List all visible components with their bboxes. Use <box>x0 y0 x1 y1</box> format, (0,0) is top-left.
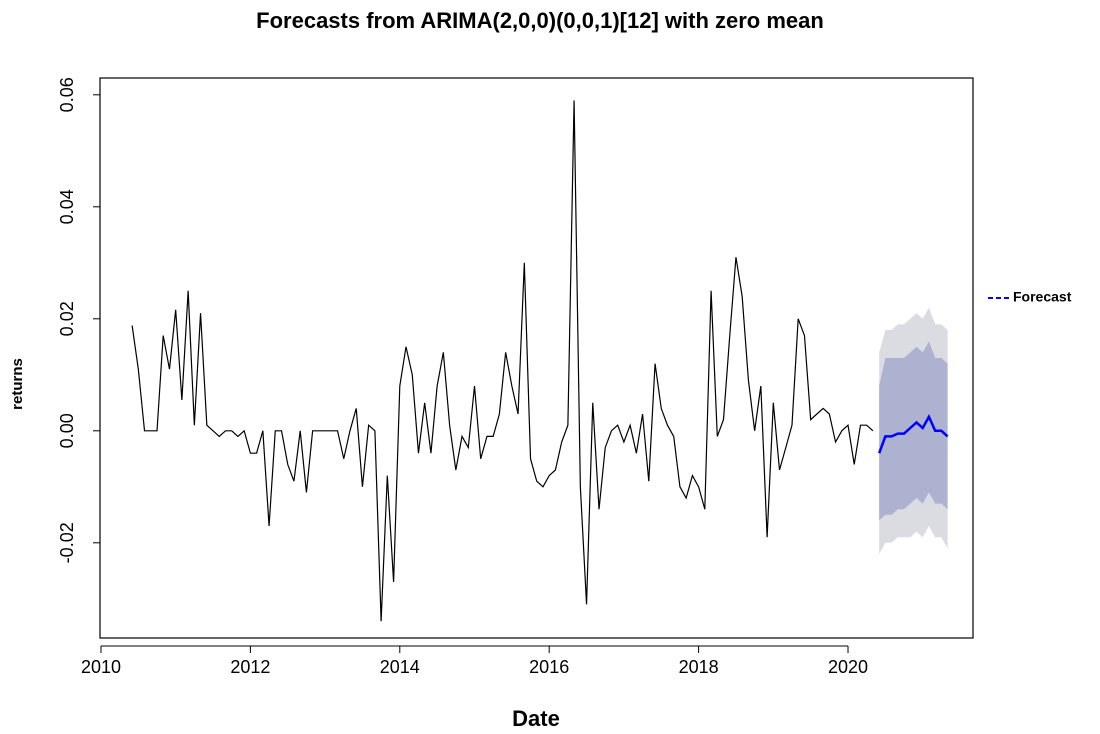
y-tick-label: -0.02 <box>57 522 77 563</box>
y-tick-label: 0.02 <box>57 301 77 336</box>
x-tick-label: 2018 <box>679 657 719 677</box>
interval-band <box>879 341 948 521</box>
y-tick-label: 0.04 <box>57 189 77 224</box>
x-tick-label: 2012 <box>230 657 270 677</box>
y-tick-label: 0.00 <box>57 413 77 448</box>
x-axis-label: Date <box>512 706 560 731</box>
series-line <box>131 100 874 622</box>
x-tick-label: 2016 <box>529 657 569 677</box>
x-tick-label: 2010 <box>81 657 121 677</box>
x-tick-label: 2014 <box>380 657 420 677</box>
plot-frame <box>99 77 974 639</box>
y-axis-label: returns <box>9 358 26 410</box>
chart-title: Forecasts from ARIMA(2,0,0)(0,0,1)[12] w… <box>256 8 824 33</box>
forecast-line <box>877 414 949 454</box>
legend-label: Forecast <box>1013 289 1072 305</box>
y-tick-label: 0.06 <box>57 77 77 112</box>
x-tick-label: 2020 <box>828 657 868 677</box>
